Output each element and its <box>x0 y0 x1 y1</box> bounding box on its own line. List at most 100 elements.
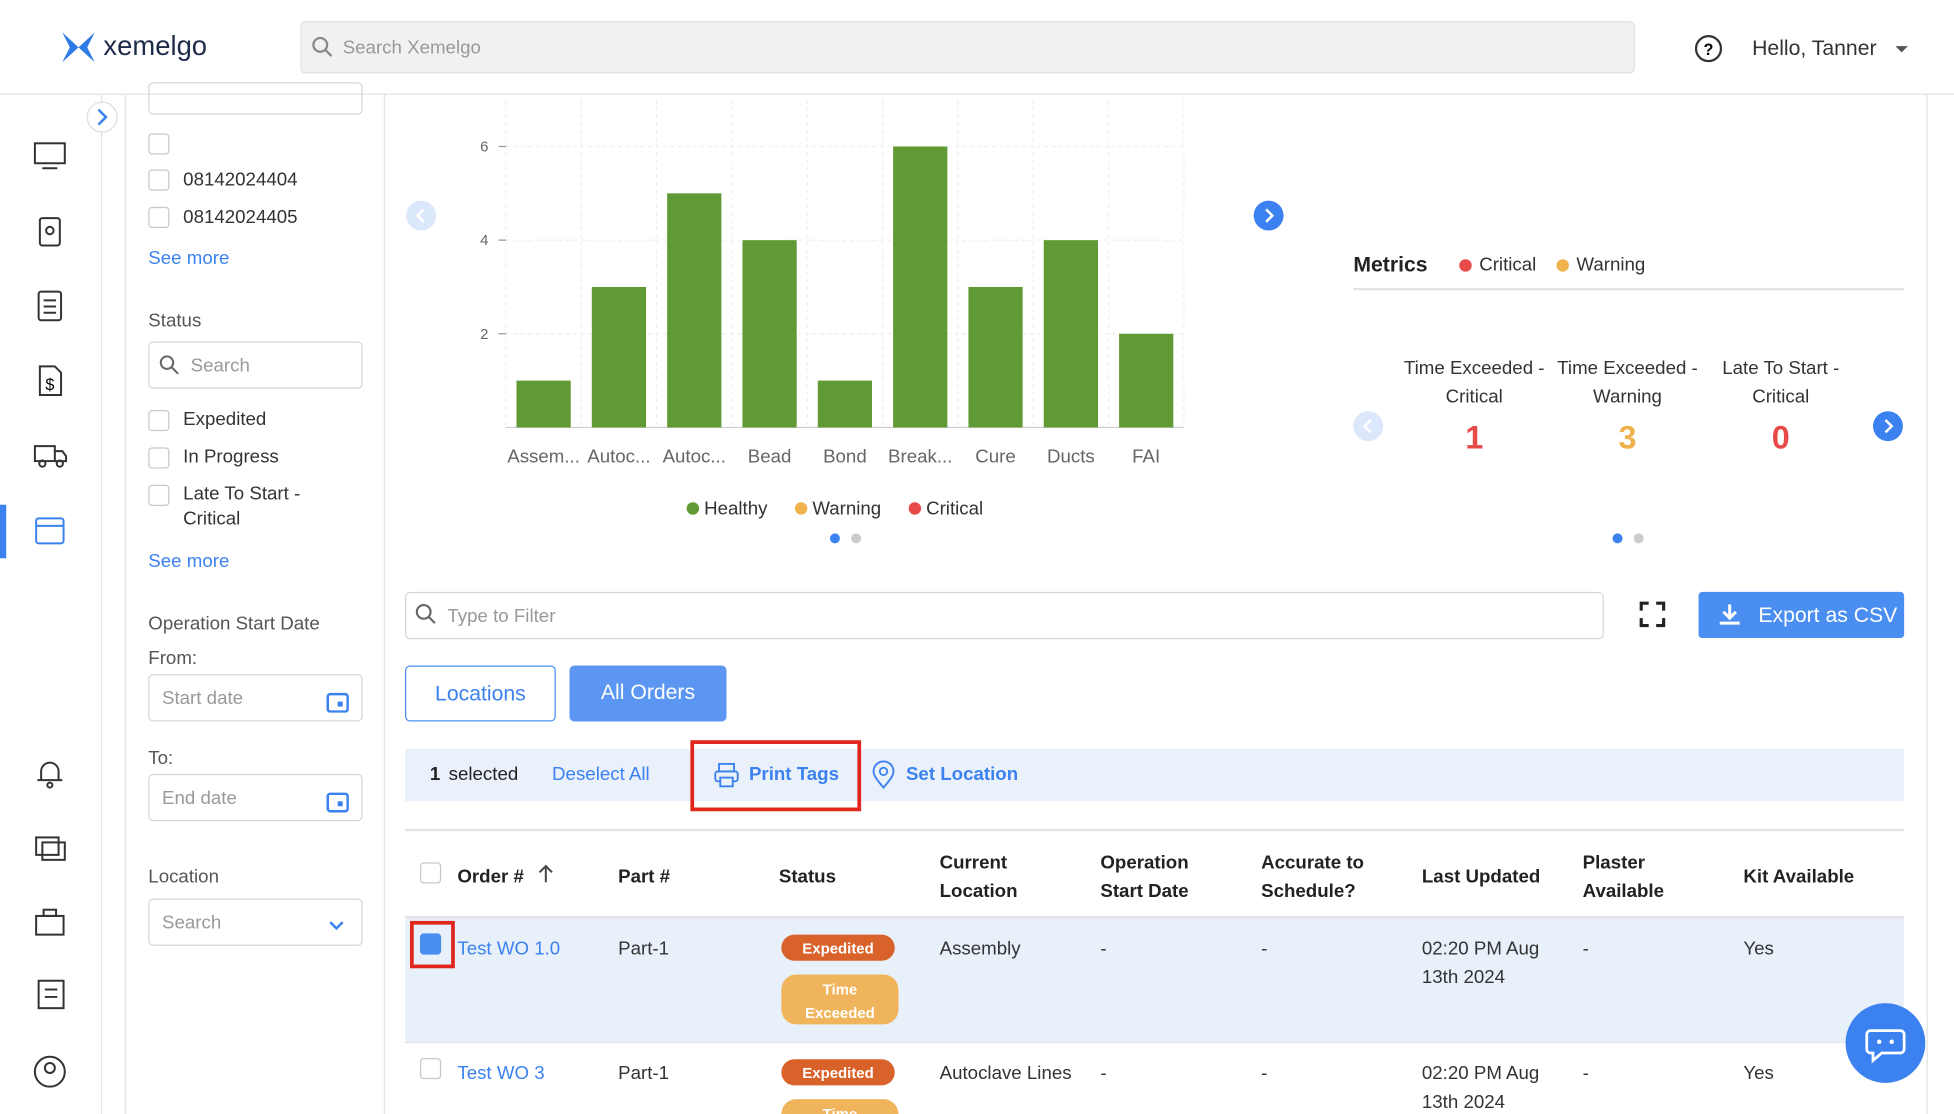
table-cell: Assembly <box>939 938 1021 960</box>
checkbox[interactable] <box>148 409 170 432</box>
expand-button[interactable] <box>85 100 120 135</box>
x-tick-label: Assem... <box>507 445 580 466</box>
nav-icon[interactable] <box>32 138 67 173</box>
table-cell[interactable]: Test WO 3 <box>457 1062 545 1085</box>
search-icon <box>159 355 179 375</box>
bar <box>591 286 647 428</box>
nav-icon[interactable] <box>32 830 67 865</box>
column-header: Accurate to Schedule? <box>1261 852 1364 903</box>
see-more[interactable]: See more <box>148 550 230 572</box>
global-search[interactable]: Search Xemelgo <box>300 21 1635 74</box>
nav-icon[interactable] <box>32 755 67 790</box>
selection-bar <box>405 748 1905 802</box>
legend-dot <box>1459 259 1472 272</box>
legend-dot <box>686 502 700 515</box>
set-location-button[interactable]: Set Location <box>905 763 1019 786</box>
column-header: Last Updated <box>1421 866 1541 888</box>
brand: xemelgo <box>103 29 208 62</box>
chat-button[interactable] <box>1844 1002 1926 1084</box>
checkbox[interactable] <box>148 133 170 155</box>
nav-icon[interactable]: $ <box>32 363 67 398</box>
bar <box>667 193 722 428</box>
bar <box>893 146 948 428</box>
filter-label: Status <box>148 310 202 332</box>
calendar-icon <box>326 692 349 713</box>
fullscreen-button[interactable] <box>1639 601 1666 628</box>
checkbox[interactable] <box>419 933 442 955</box>
table-rule <box>405 1041 1905 1044</box>
checkbox[interactable] <box>148 484 170 506</box>
checkbox[interactable] <box>148 169 170 191</box>
tab-active[interactable]: All Orders <box>569 665 727 722</box>
status-tag: Expedited <box>781 1059 895 1086</box>
deselect-button[interactable]: Deselect All <box>552 763 650 786</box>
filter-label: To: <box>148 747 174 769</box>
search-icon <box>415 603 436 624</box>
checkbox[interactable] <box>148 447 170 469</box>
filter-option: In Progress <box>183 446 279 468</box>
metrics-title: Metrics <box>1353 252 1428 277</box>
checkbox[interactable] <box>419 862 442 884</box>
nav-active <box>0 504 7 559</box>
prev-button[interactable] <box>405 199 437 231</box>
nav-icon[interactable] <box>32 512 67 547</box>
location-select[interactable]: Search <box>148 898 363 946</box>
header <box>0 0 1954 95</box>
legend-dot <box>794 502 808 515</box>
next-button[interactable] <box>1872 410 1904 442</box>
see-more[interactable]: See more <box>148 247 230 270</box>
table-cell[interactable]: Test WO 1.0 <box>457 938 561 960</box>
checkbox[interactable] <box>148 206 170 229</box>
pin-icon <box>872 760 895 790</box>
search-icon <box>312 36 333 57</box>
metric-value: 0 <box>1771 418 1790 457</box>
filter-option: 08142024404 <box>183 169 298 191</box>
prev-button[interactable] <box>1352 410 1384 442</box>
x-tick-label: Bead <box>748 445 792 466</box>
logo <box>62 32 95 63</box>
metric-label: Late To Start - Critical <box>1722 357 1840 408</box>
bar <box>742 240 797 428</box>
printer-icon <box>714 762 739 788</box>
date-input[interactable]: End date <box>148 773 363 822</box>
date-input[interactable]: Start date <box>148 674 363 722</box>
nav-icon[interactable] <box>32 1054 67 1089</box>
user-menu[interactable]: Hello, Tanner <box>1752 36 1877 60</box>
next-button[interactable] <box>1252 199 1284 231</box>
nav-icon[interactable] <box>32 905 67 940</box>
table-cell: - <box>1582 1062 1589 1085</box>
x-tick-label: Autoc... <box>663 445 726 466</box>
legend-label: Critical <box>926 498 983 519</box>
nav-icon[interactable] <box>32 977 67 1012</box>
legend-label: Warning <box>812 498 881 519</box>
tab[interactable]: Locations <box>405 665 556 722</box>
column-header: Operation Start Date <box>1100 852 1189 903</box>
table-cell: 02:20 PM Aug 13th 2024 <box>1421 1062 1540 1113</box>
help-icon[interactable]: ? <box>1694 34 1724 64</box>
print-tags-button[interactable]: Print Tags <box>748 763 839 786</box>
bar <box>817 380 873 428</box>
filter-option: Late To Start - Critical <box>183 483 301 530</box>
table-cell: - <box>1261 1062 1268 1085</box>
table-cell: Yes <box>1743 938 1774 960</box>
nav-icon[interactable] <box>32 213 67 248</box>
nav-icon[interactable] <box>32 288 67 323</box>
row-selected <box>405 918 1905 1042</box>
nav-icon[interactable] <box>32 437 68 472</box>
column-header: Current Location <box>939 852 1018 903</box>
table-rule <box>405 828 1905 832</box>
table-filter[interactable]: Type to Filter <box>405 591 1604 640</box>
status-search[interactable]: Search <box>148 341 363 389</box>
filter-input[interactable] <box>148 82 363 115</box>
filter-label: Location <box>148 866 219 888</box>
checkbox[interactable] <box>419 1057 442 1080</box>
svg-text:?: ? <box>1704 41 1714 59</box>
selected-count: 1 <box>429 763 441 786</box>
x-tick-label: Cure <box>975 445 1016 466</box>
column-header: Status <box>778 866 836 888</box>
bar <box>516 380 571 428</box>
metric-label: Time Exceeded - Critical <box>1403 357 1545 408</box>
x-tick-label: Ducts <box>1047 445 1095 466</box>
nav-rail <box>0 94 103 1114</box>
